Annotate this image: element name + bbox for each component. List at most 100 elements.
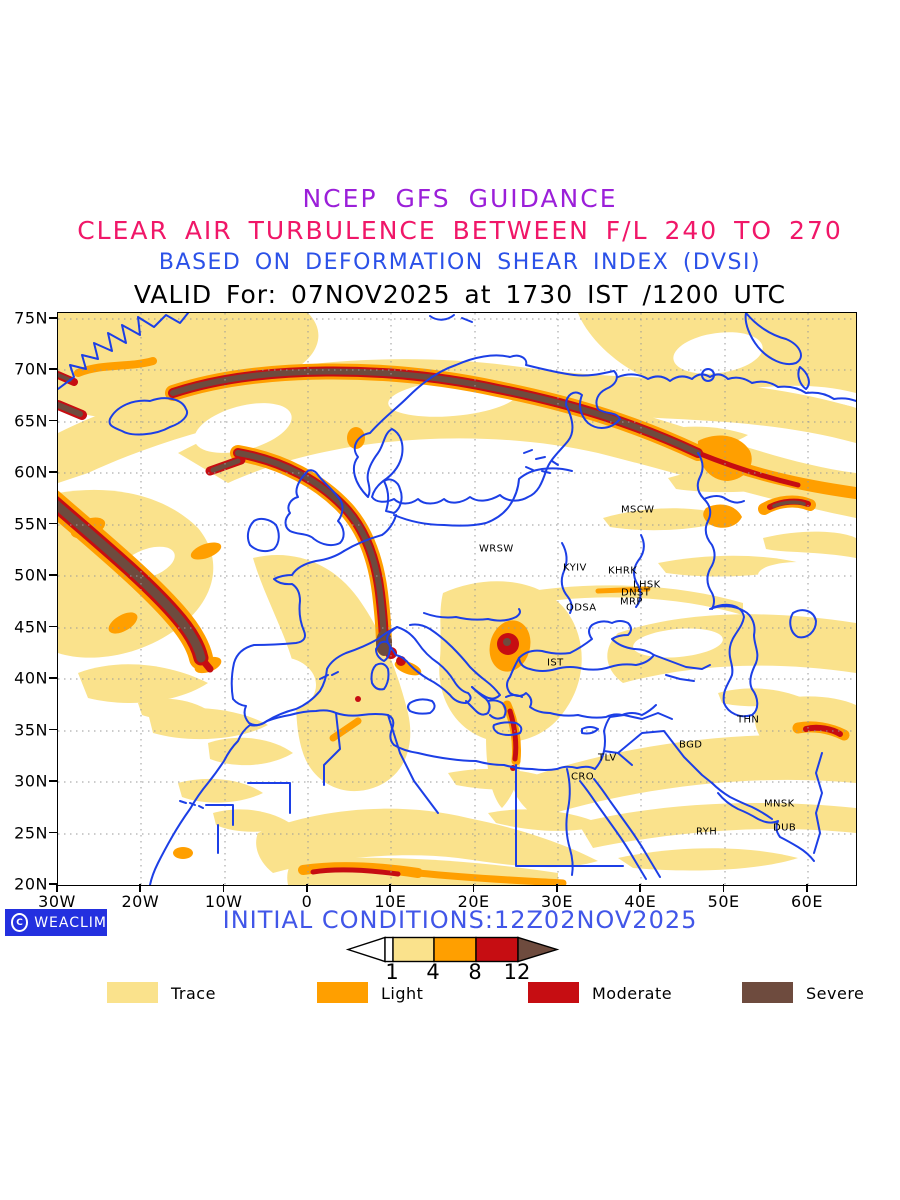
initial-conditions-text: INITIAL CONDITIONS:12Z02NOV2025 <box>222 906 698 934</box>
legend-label-severe: Severe <box>806 984 865 1003</box>
title-method: BASED ON DEFORMATION SHEAR INDEX (DVSI) <box>158 250 762 275</box>
lat-label-55N: 55N <box>14 514 48 534</box>
lat-label-50N: 50N <box>14 565 48 585</box>
lon-tick <box>389 884 391 892</box>
lon-label-20E: 20E <box>457 892 490 911</box>
coastlines <box>58 313 856 885</box>
city-label-RYH: RYH <box>696 826 718 838</box>
color-scale-bar <box>345 936 560 963</box>
volga-river <box>696 452 716 610</box>
logo-text: WEACLIM <box>34 914 107 931</box>
city-label-LHSK: LHSK <box>633 579 661 591</box>
lon-tick <box>805 884 808 892</box>
caspian-sea-coast <box>709 603 759 718</box>
lat-tick <box>49 522 57 525</box>
lon-label-40E: 40E <box>624 892 657 911</box>
lat-label-60N: 60N <box>14 462 48 482</box>
city-label-CRO: CRO <box>571 771 595 783</box>
scale-value-8: 8 <box>468 960 482 984</box>
city-label-THN: THN <box>737 714 760 726</box>
lon-tick <box>139 884 141 892</box>
finland-lakes <box>523 449 559 474</box>
city-label-MNSK: MNSK <box>764 798 795 810</box>
middle-east-borders <box>603 712 713 784</box>
cyprus-coast <box>581 726 599 735</box>
turbulence-map <box>58 313 856 885</box>
north-sea-coast <box>343 514 397 552</box>
morocco-algeria-borders <box>205 712 341 854</box>
legend-label-light: Light <box>381 984 424 1003</box>
lat-tick <box>49 625 57 628</box>
canary-islands <box>179 800 204 809</box>
sicily-coast <box>407 698 436 715</box>
lon-label-10W: 10W <box>204 892 243 911</box>
city-label-MSCW: MSCW <box>621 504 655 516</box>
baltic-south-coast <box>393 467 573 527</box>
lat-label-45N: 45N <box>14 617 48 637</box>
lon-label-50E: 50E <box>707 892 740 911</box>
lon-tick <box>305 884 308 892</box>
lat-label-25N: 25N <box>14 823 48 842</box>
severe-turbulence-areas <box>58 368 806 663</box>
legend-swatch-moderate <box>528 982 579 1003</box>
title-valid-time: VALID For: 07NOV2025 at 1730 IST /1200 U… <box>133 280 787 309</box>
lat-label-30N: 30N <box>14 771 48 791</box>
iran-east-border <box>813 752 823 854</box>
don-river <box>633 534 645 608</box>
scale-value-1: 1 <box>385 960 399 984</box>
crete-coast <box>492 721 523 736</box>
lat-label-75N: 75N <box>14 308 48 328</box>
city-label-BGD: BGD <box>679 739 703 751</box>
arctic-russia-coast <box>617 373 856 402</box>
map-plot-area: MSCW WRSW KYIV KHRK LHSK DNST MRP ODSA IST THN BGD… <box>57 312 857 886</box>
lat-label-65N: 65N <box>14 411 48 431</box>
legend-label-moderate: Moderate <box>592 984 673 1003</box>
lat-tick <box>49 728 57 731</box>
lon-tick <box>555 884 558 892</box>
black-sea-coast <box>518 620 655 672</box>
no-turbulence-gaps <box>121 332 838 713</box>
arctic-lake <box>701 368 715 382</box>
lat-label-70N: 70N <box>14 359 48 379</box>
title-product: CLEAR AIR TURBULENCE BETWEEN F/L 240 TO … <box>77 216 843 245</box>
turkey-coast <box>506 657 657 719</box>
lat-label-35N: 35N <box>14 720 48 740</box>
lat-tick <box>49 317 57 319</box>
lon-tick <box>472 884 475 892</box>
city-label-WRSW: WRSW <box>479 543 514 555</box>
scale-bin-light <box>433 936 477 963</box>
denmark-coast <box>383 478 403 514</box>
dnieper-river <box>560 542 573 614</box>
lon-label-60E: 60E <box>790 892 823 911</box>
lon-tick <box>722 884 725 892</box>
adriatic-balkans-coast <box>409 623 501 700</box>
lon-label-0: 0 <box>301 892 313 911</box>
sardinia-coast <box>370 662 390 691</box>
africa-atlantic-coast <box>149 720 268 885</box>
lon-tick <box>639 884 641 892</box>
balearics <box>319 671 339 680</box>
weaclim-logo: C WEACLIM <box>5 909 107 936</box>
lon-label-20W: 20W <box>121 892 160 911</box>
lat-label-40N: 40N <box>14 668 48 688</box>
persian-gulf-coast <box>711 782 815 862</box>
ireland-coast <box>246 517 280 553</box>
red-sea-coast <box>579 778 661 880</box>
lon-label-10E: 10E <box>374 892 407 911</box>
lon-tick <box>56 884 58 892</box>
lat-tick <box>49 882 57 885</box>
copyright-circle-icon: C <box>11 913 29 932</box>
legend-swatch-trace <box>107 982 158 1003</box>
city-label-IST: IST <box>547 657 564 669</box>
city-label-MRP: MRP <box>620 596 643 608</box>
iceland-coast <box>108 397 188 436</box>
kama-river <box>703 495 745 504</box>
lon-tick <box>222 884 225 892</box>
scale-arrow-severe <box>517 936 560 963</box>
scale-value-4: 4 <box>426 960 440 984</box>
lat-label-20N: 20N <box>14 874 48 894</box>
lon-label-30W: 30W <box>38 892 76 911</box>
france-iberia-coast <box>230 550 398 727</box>
lat-tick <box>49 574 57 576</box>
legend-swatch-light <box>317 982 368 1003</box>
